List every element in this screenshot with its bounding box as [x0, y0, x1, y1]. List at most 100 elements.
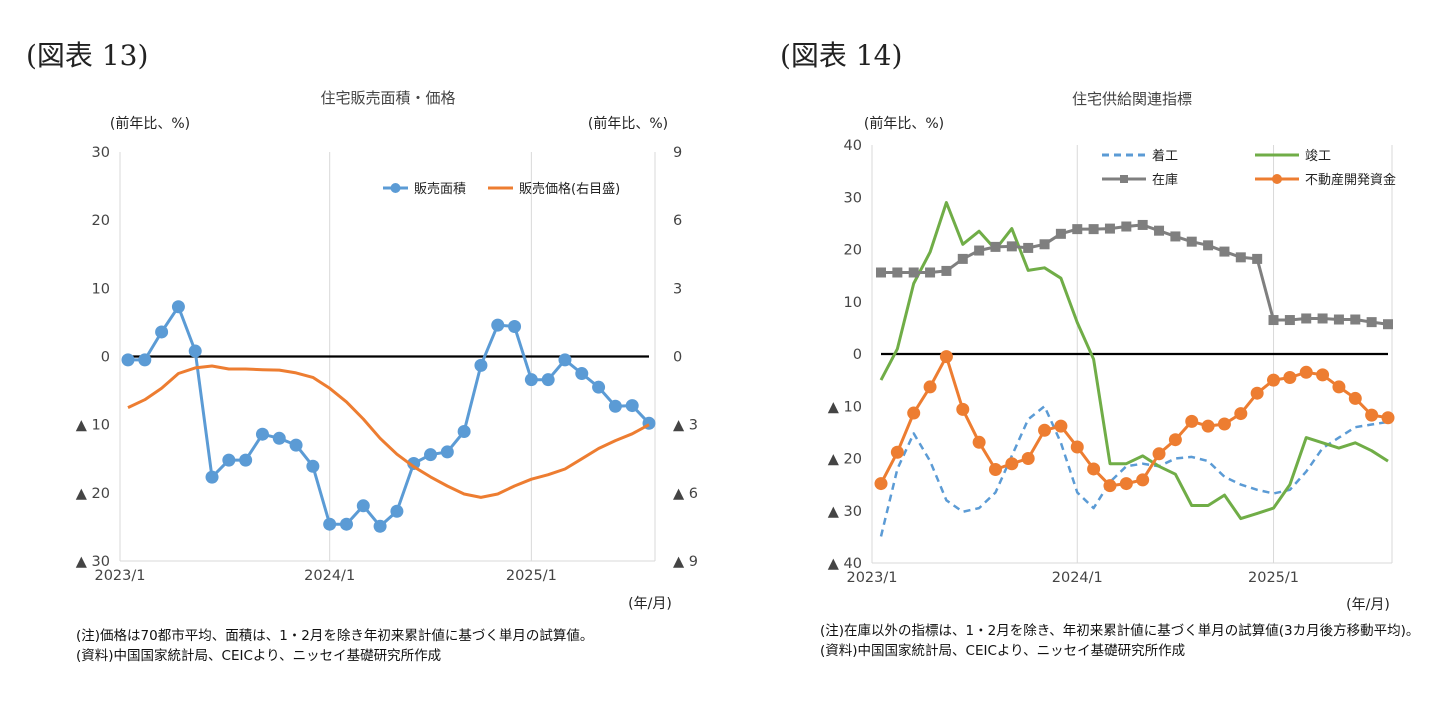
data-point — [407, 457, 421, 471]
data-point — [1350, 314, 1361, 325]
x-tick-label: 2024/1 — [1052, 570, 1103, 586]
y-tick-label-left: 30 — [844, 190, 862, 206]
data-point — [255, 427, 269, 441]
data-point — [1103, 479, 1117, 493]
data-point — [1317, 313, 1328, 324]
x-tick-label: 2023/1 — [94, 568, 145, 584]
data-point — [390, 504, 404, 518]
y-tick-label-right: 9 — [673, 145, 682, 161]
data-point — [440, 445, 454, 459]
data-point — [356, 499, 370, 513]
data-point — [1299, 365, 1313, 379]
y-tick-label-left: ▲ 20 — [828, 452, 862, 468]
data-point — [1201, 419, 1215, 433]
data-point — [874, 477, 888, 491]
data-point — [155, 325, 169, 339]
data-point — [1333, 314, 1344, 325]
x-tick-label: 2024/1 — [304, 568, 355, 584]
y-tick-label-left: 10 — [92, 281, 110, 297]
data-point — [625, 399, 639, 413]
data-point — [1005, 457, 1019, 471]
data-point — [373, 519, 387, 533]
y-tick-label-right: 0 — [673, 350, 682, 366]
data-point — [923, 380, 937, 394]
data-point — [1203, 240, 1214, 251]
data-point — [339, 517, 353, 531]
legend-marker — [390, 183, 401, 193]
chart-title: 住宅販売面積・価格 — [320, 89, 455, 107]
data-point — [1381, 411, 1395, 425]
legend-label: 着工 — [1152, 148, 1178, 164]
data-point — [121, 353, 135, 367]
data-point — [1119, 477, 1133, 491]
figure-14-label: (図表 14) — [780, 39, 903, 72]
data-point — [1087, 462, 1101, 476]
y-tick-label-left: 40 — [844, 138, 862, 154]
series-line — [127, 364, 650, 499]
figure-13-notes: (注)価格は70都市平均、面積は、1・2月を除き年初来累計値に基づく単月の試算値… — [76, 626, 736, 666]
data-point — [1316, 368, 1330, 382]
data-point — [222, 453, 236, 467]
data-point — [474, 358, 488, 372]
figure-14-source: (資料)中国国家統計局、CEICより、ニッセイ基礎研究所作成 — [820, 643, 1186, 659]
data-point — [972, 435, 986, 449]
y-tick-label-left: 30 — [92, 145, 110, 161]
legend-marker — [1272, 174, 1282, 184]
data-point — [1121, 221, 1132, 232]
y-axis-label-left: (前年比、%) — [110, 115, 190, 132]
data-point — [541, 373, 555, 387]
data-point — [892, 267, 903, 278]
data-point — [1348, 391, 1362, 405]
data-point — [1170, 231, 1181, 242]
data-point — [1217, 417, 1231, 431]
series-line — [128, 305, 651, 528]
series-line — [879, 201, 1389, 521]
data-point — [1088, 224, 1099, 235]
data-point — [1185, 414, 1199, 428]
data-point — [1234, 407, 1248, 421]
data-point — [1039, 239, 1050, 250]
data-point — [1054, 419, 1068, 433]
data-point — [1268, 315, 1279, 326]
data-point — [941, 265, 952, 276]
data-point — [239, 453, 253, 467]
x-axis-label: (年/月) — [1346, 597, 1390, 613]
y-tick-label-right: 6 — [673, 213, 682, 229]
data-point — [957, 253, 968, 264]
x-tick-label: 2025/1 — [1248, 570, 1299, 586]
x-tick-label: 2025/1 — [506, 568, 557, 584]
series-line — [879, 405, 1389, 537]
data-point — [558, 353, 572, 367]
data-point — [876, 267, 886, 278]
data-point — [524, 373, 538, 387]
y-tick-label-left: 0 — [853, 347, 862, 363]
chart-title: 住宅供給関連指標 — [1072, 90, 1192, 108]
data-point — [1072, 224, 1083, 235]
y-tick-label-left: 20 — [844, 243, 862, 259]
legend-label: 販売価格(右目盛) — [519, 181, 620, 197]
data-point — [1006, 241, 1017, 252]
data-point — [138, 353, 152, 367]
data-point — [457, 424, 471, 438]
series-line — [879, 355, 1389, 488]
data-point — [1186, 236, 1197, 247]
data-point — [1301, 313, 1312, 324]
data-point — [171, 300, 185, 314]
y-tick-label-right: 3 — [673, 281, 682, 297]
data-point — [1250, 386, 1264, 400]
legend-marker — [1120, 175, 1128, 183]
data-point — [1219, 246, 1230, 257]
x-axis-label: (年/月) — [628, 596, 672, 612]
data-point — [575, 367, 589, 381]
data-point — [592, 380, 606, 394]
data-point — [988, 462, 1002, 476]
y-tick-label-left: 10 — [844, 295, 862, 311]
data-point — [1252, 253, 1263, 264]
data-point — [890, 445, 904, 459]
data-point — [1267, 373, 1281, 387]
y-axis-label-left: (前年比、%) — [864, 115, 944, 132]
data-point — [323, 517, 337, 531]
data-point — [1154, 225, 1165, 236]
x-tick-label: 2023/1 — [846, 570, 897, 586]
y-tick-label-left: ▲ 10 — [76, 418, 110, 434]
